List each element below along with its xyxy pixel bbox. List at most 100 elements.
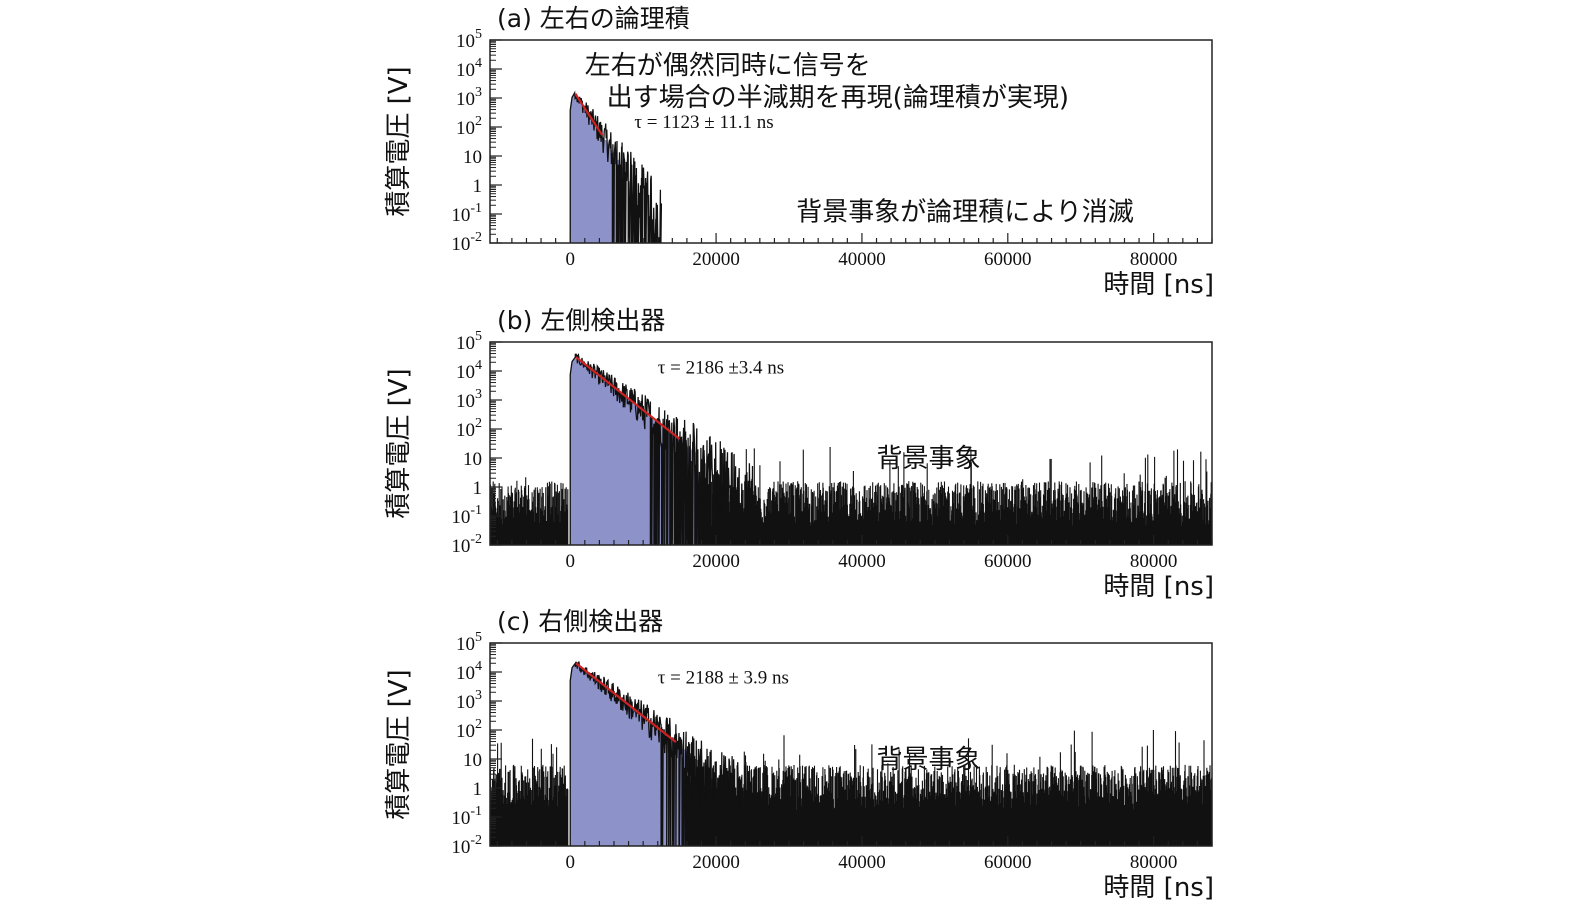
fit-line [574, 93, 604, 136]
y-tick-label: 10-2 [451, 230, 482, 255]
plot-frame [489, 341, 1213, 546]
fit-label: τ = 2186 ±3.4 ns [658, 358, 784, 379]
y-tick-exponent: 4 [475, 659, 482, 674]
y-tick-label: 102 [456, 717, 482, 742]
y-tick-base: 1 [473, 478, 483, 499]
y-tick-exponent: -2 [470, 230, 482, 245]
y-tick-base: 10 [451, 536, 470, 557]
signal-histogram-fill [570, 663, 687, 846]
y-tick-label: 102 [456, 416, 482, 441]
y-tick-exponent: 2 [475, 114, 482, 129]
x-tick-label: 60000 [984, 852, 1032, 873]
y-tick-base: 10 [451, 507, 470, 528]
x-tick-label: 40000 [838, 249, 886, 270]
y-tick-base: 10 [456, 60, 475, 81]
y-tick-base: 10 [456, 362, 475, 383]
y-tick-base: 10 [451, 837, 470, 858]
y-tick-label: 103 [456, 85, 482, 110]
background-noise [490, 447, 1212, 545]
y-tick-exponent: 4 [475, 358, 482, 373]
y-tick-base: 10 [456, 333, 475, 354]
y-tick-label: 104 [456, 56, 482, 81]
x-tick-label: 60000 [984, 249, 1032, 270]
y-tick-exponent: 5 [475, 630, 482, 645]
y-tick-exponent: 3 [475, 387, 482, 402]
annotation: 背景事象 [877, 444, 981, 474]
y-tick-label: 105 [456, 329, 482, 354]
x-tick-label: 80000 [1130, 551, 1178, 572]
y-tick-label: 104 [456, 358, 482, 383]
y-axis-label: 積算電圧 [V] [384, 669, 414, 819]
plot-frame [489, 39, 1213, 244]
y-tick-base: 10 [463, 449, 482, 470]
signal-histogram-outline [569, 90, 663, 243]
y-tick-base: 10 [451, 205, 470, 226]
x-tick-label: 60000 [984, 551, 1032, 572]
fit-line [575, 356, 681, 440]
y-tick-exponent: 4 [475, 56, 482, 71]
y-tick-label: 10 [463, 750, 482, 771]
y-tick-base: 10 [451, 808, 470, 829]
x-tick-label: 40000 [838, 551, 886, 572]
y-tick-label: 105 [456, 27, 482, 52]
y-tick-exponent: 5 [475, 329, 482, 344]
y-tick-base: 10 [463, 750, 482, 771]
annotation: 背景事象が論理積により消滅 [796, 198, 1133, 228]
y-tick-base: 10 [463, 147, 482, 168]
x-tick-label: 0 [565, 551, 575, 572]
y-tick-exponent: 2 [475, 717, 482, 732]
y-tick-label: 105 [456, 630, 482, 655]
x-tick-label: 20000 [692, 249, 740, 270]
y-tick-label: 102 [456, 114, 482, 139]
y-tick-base: 10 [456, 721, 475, 742]
y-tick-base: 1 [473, 176, 483, 197]
y-tick-exponent: 5 [475, 27, 482, 42]
y-tick-base: 10 [456, 118, 475, 139]
fit-label: τ = 1123 ± 11.1 ns [634, 112, 773, 133]
x-tick-label: 20000 [692, 551, 740, 572]
x-tick-label: 80000 [1130, 249, 1178, 270]
x-tick-label: 0 [565, 249, 575, 270]
y-tick-exponent: -1 [470, 201, 482, 216]
y-tick-exponent: -1 [470, 804, 482, 819]
y-tick-exponent: 3 [475, 688, 482, 703]
panel-title: (c) 右側検出器 [497, 607, 663, 636]
y-tick-label: 10-2 [451, 532, 482, 557]
y-tick-base: 10 [456, 31, 475, 52]
x-ticks: 0 20000 40000 60000 80000 [496, 233, 1213, 270]
panel-b: 0 20000 40000 60000 8000010510410310210110-1… [384, 306, 1214, 602]
y-tick-base: 10 [456, 89, 475, 110]
y-tick-exponent: -2 [470, 532, 482, 547]
plot-area [490, 661, 1212, 846]
panel-title: (b) 左側検出器 [497, 306, 665, 335]
y-tick-label: 1 [473, 478, 483, 499]
x-axis-label: 時間 [ns] [1103, 270, 1214, 300]
y-tick-exponent: 3 [475, 85, 482, 100]
y-tick-base: 10 [456, 634, 475, 655]
y-tick-label: 103 [456, 688, 482, 713]
fit-line [575, 662, 677, 743]
annotation: 左右が偶然同時に信号を [585, 51, 871, 81]
y-tick-label: 10 [463, 449, 482, 470]
y-tick-base: 10 [456, 391, 475, 412]
x-axis-label: 時間 [ns] [1103, 873, 1214, 902]
plot-frame [489, 642, 1213, 847]
y-tick-exponent: -1 [470, 503, 482, 518]
plot-area [569, 90, 663, 243]
y-tick-base: 1 [473, 779, 483, 800]
y-tick-label: 10-1 [451, 201, 482, 226]
signal-histogram-fill [570, 92, 625, 243]
y-tick-label: 1 [473, 779, 483, 800]
x-tick-label: 80000 [1130, 852, 1178, 873]
y-tick-label: 10-1 [451, 503, 482, 528]
fit-label: τ = 2188 ± 3.9 ns [658, 667, 789, 688]
y-tick-exponent: 2 [475, 416, 482, 431]
y-axis-label: 積算電圧 [V] [384, 368, 414, 518]
signal-histogram-fill [570, 357, 698, 545]
y-tick-base: 10 [456, 420, 475, 441]
y-axis-label: 積算電圧 [V] [384, 66, 414, 216]
